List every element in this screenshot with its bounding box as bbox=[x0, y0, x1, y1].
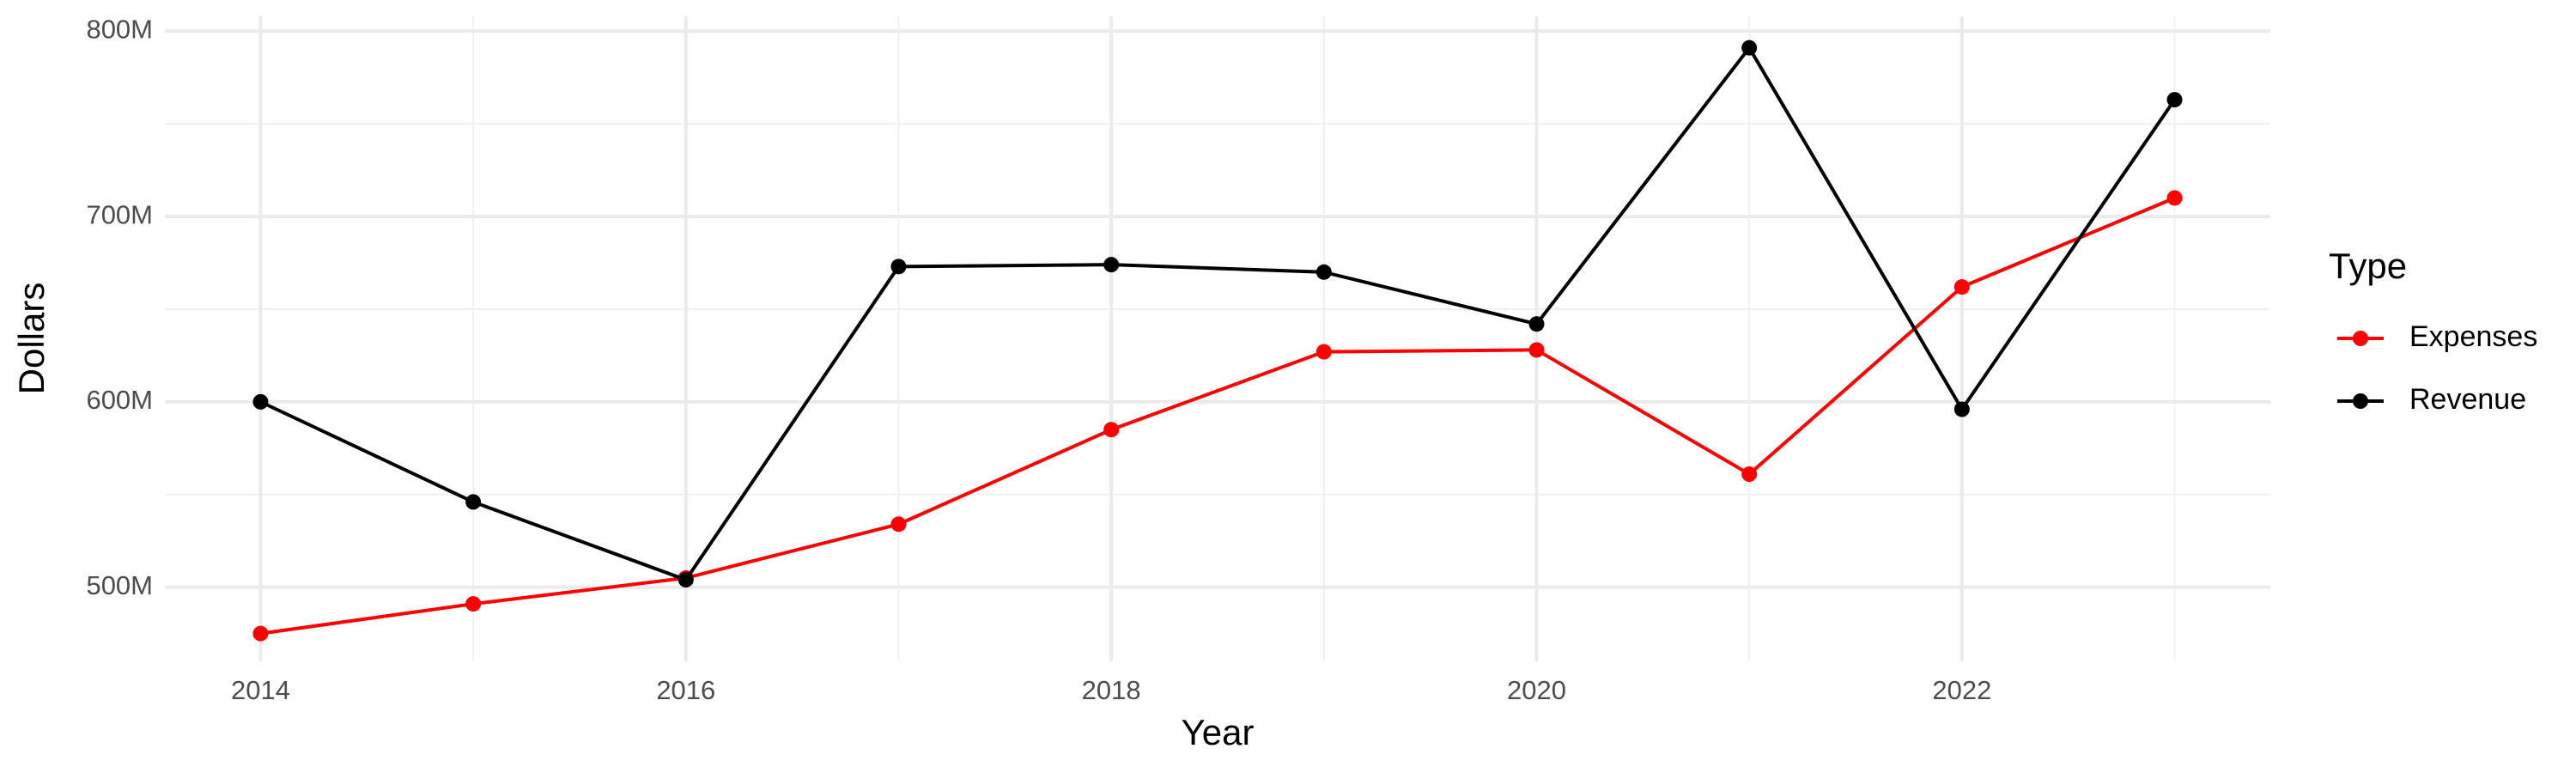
data-point bbox=[1315, 344, 1332, 360]
data-point bbox=[1315, 264, 1332, 280]
legend-label: Revenue bbox=[2409, 383, 2526, 416]
data-point bbox=[677, 572, 694, 588]
x-tick-label: 2020 bbox=[1507, 675, 1566, 705]
x-tick-label: 2018 bbox=[1082, 675, 1141, 705]
data-point bbox=[2166, 190, 2183, 206]
y-tick-label: 700M bbox=[86, 199, 153, 229]
data-point bbox=[1103, 257, 1120, 273]
y-tick-label: 500M bbox=[86, 570, 153, 600]
data-point bbox=[1953, 279, 1970, 295]
series-line bbox=[259, 45, 2177, 582]
series-line bbox=[260, 196, 2176, 636]
data-point bbox=[465, 596, 482, 612]
data-point bbox=[1953, 401, 1970, 417]
data-point bbox=[1528, 316, 1545, 332]
y-tick-label: 800M bbox=[86, 14, 153, 44]
data-point bbox=[890, 259, 907, 275]
data-point bbox=[890, 516, 907, 533]
x-tick-label: 2022 bbox=[1932, 675, 1991, 705]
data-point bbox=[1741, 466, 1758, 483]
legend-title: Type bbox=[2329, 246, 2407, 286]
data-point bbox=[2166, 92, 2183, 108]
data-point bbox=[1741, 40, 1758, 56]
x-axis-title: Year bbox=[1182, 712, 1255, 752]
legend-point bbox=[2353, 393, 2368, 409]
x-tick-label: 2016 bbox=[656, 675, 715, 705]
legend-label: Expenses bbox=[2409, 320, 2537, 353]
data-point bbox=[1103, 422, 1120, 438]
legend-point bbox=[2353, 331, 2368, 346]
y-axis-title: Dollars bbox=[11, 283, 52, 395]
data-point bbox=[465, 494, 482, 510]
data-point bbox=[252, 625, 269, 642]
x-tick-label: 2014 bbox=[231, 675, 290, 705]
data-point bbox=[1528, 342, 1545, 358]
data-point bbox=[252, 393, 269, 410]
y-tick-label: 600M bbox=[86, 385, 153, 415]
